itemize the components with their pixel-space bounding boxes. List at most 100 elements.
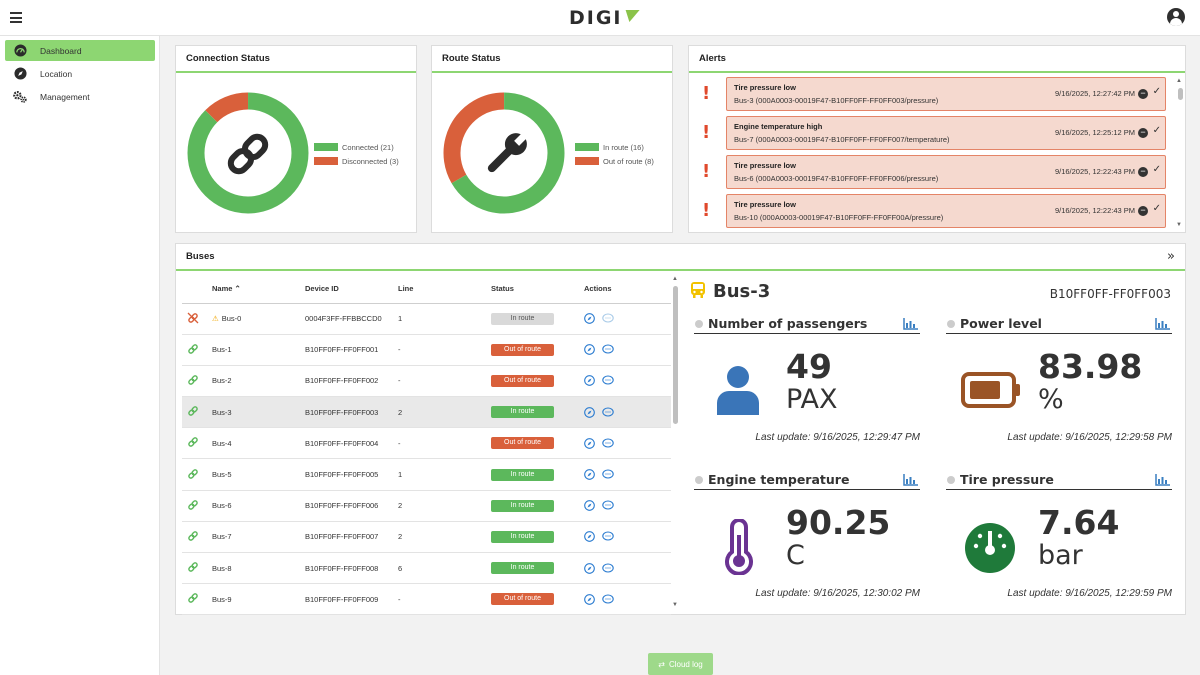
table-row[interactable]: Bus-6 B10FF0FF-FF0FF006 2 In route — [182, 490, 671, 522]
table-row[interactable]: Bus-4 B10FF0FF-FF0FF004- Out of route — [182, 427, 671, 460]
table-row[interactable]: Bus-2 B10FF0FF-FF0FF002- Out of route — [182, 365, 671, 398]
table-row[interactable]: Bus-3 B10FF0FF-FF0FF003 2 In route — [182, 396, 671, 429]
connection-slice-disconnected[interactable] — [187, 92, 309, 214]
exclamation-icon: ! — [702, 122, 711, 143]
dismiss-icon[interactable]: − — [1138, 167, 1148, 177]
status-cell: In route — [491, 490, 584, 522]
compass-action-icon[interactable] — [584, 344, 595, 356]
status-cell: In route — [491, 552, 584, 585]
actions-cell — [584, 583, 671, 616]
message-icon[interactable] — [602, 563, 614, 574]
table-row[interactable]: Bus-9 B10FF0FF-FF0FF009- Out of route — [182, 583, 671, 616]
table-row[interactable]: Bus-1 B10FF0FF-FF0FF001- Out of route — [182, 334, 671, 366]
scroll-up-icon[interactable]: ▲ — [672, 276, 678, 282]
alerts-scrollbar[interactable] — [1178, 88, 1183, 100]
scroll-up-icon[interactable]: ▲ — [1176, 78, 1182, 84]
bus-name: Bus-4 — [212, 438, 232, 448]
status-badge: In route — [491, 562, 554, 575]
message-icon[interactable] — [602, 313, 614, 324]
bar-chart-icon[interactable] — [1155, 317, 1170, 330]
collapse-panel-icon[interactable]: » — [1167, 249, 1175, 264]
route-donut-chart — [443, 92, 565, 219]
connection-cell — [182, 458, 212, 491]
compass-action-icon[interactable] — [584, 313, 595, 324]
line-cell: 1 — [398, 458, 491, 491]
sidebar-item-dashboard[interactable]: Dashboard — [5, 40, 155, 61]
hamburger-menu-icon[interactable] — [10, 12, 22, 23]
message-icon[interactable] — [602, 375, 614, 386]
column-actions: Actions — [584, 274, 671, 304]
column-name[interactable]: Name ⌃ — [212, 274, 305, 304]
card-title: Buses — [176, 244, 1185, 271]
alert-box[interactable]: Engine temperature high Bus-7 (000A0003-… — [726, 116, 1166, 150]
compass-action-icon[interactable] — [584, 375, 595, 387]
metric-value: 49 — [786, 347, 832, 386]
check-icon[interactable]: ✓ — [1152, 203, 1161, 214]
alert-time: 9/16/2025, 12:22:43 PM — [1054, 167, 1135, 176]
metric-last-update: Last update: 9/16/2025, 12:29:58 PM — [1007, 432, 1172, 443]
compass-action-icon[interactable] — [584, 406, 595, 418]
scroll-down-icon[interactable]: ▼ — [672, 602, 678, 608]
message-icon[interactable] — [602, 594, 614, 605]
bar-chart-icon[interactable] — [903, 473, 918, 486]
dismiss-icon[interactable]: − — [1138, 206, 1148, 216]
sidebar-item-location[interactable]: Location — [5, 63, 155, 84]
check-icon[interactable]: ✓ — [1152, 86, 1161, 97]
compass-action-icon[interactable] — [584, 562, 595, 574]
table-row[interactable]: Bus-8 B10FF0FF-FF0FF008 6 In route — [182, 552, 671, 585]
message-icon[interactable] — [602, 500, 614, 511]
message-icon[interactable] — [602, 531, 614, 542]
check-icon[interactable]: ✓ — [1152, 164, 1161, 175]
sidebar-item-label: Management — [40, 91, 90, 102]
exclamation-icon: ! — [702, 200, 711, 221]
sidebar-item-management[interactable]: Management — [5, 86, 155, 107]
status-cell: In route — [491, 396, 584, 429]
status-cell: Out of route — [491, 334, 584, 366]
name-cell: ⚠ Bus-0 — [212, 303, 305, 335]
compass-action-icon[interactable] — [584, 469, 595, 480]
cloud-log-button[interactable]: ⇄ Cloud log — [648, 653, 713, 675]
check-icon[interactable]: ✓ — [1152, 125, 1161, 136]
alert-box[interactable]: Tire pressure low Bus-3 (000A0003-00019F… — [726, 77, 1166, 111]
message-icon[interactable] — [602, 438, 614, 449]
exclamation-icon: ! — [702, 161, 711, 182]
dismiss-icon[interactable]: − — [1138, 128, 1148, 138]
logo-mark-icon — [621, 10, 640, 22]
selected-device-id: B10FF0FF-FF0FF003 — [1049, 287, 1171, 301]
wrench-icon — [476, 124, 536, 189]
column-status[interactable]: Status — [491, 274, 584, 304]
table-row[interactable]: Bus-5 B10FF0FF-FF0FF005 1 In route — [182, 458, 671, 491]
metric-value: 7.64 — [1038, 503, 1120, 542]
link-icon — [187, 499, 199, 513]
device-id-cell: B10FF0FF-FF0FF009 — [305, 583, 398, 616]
alert-box[interactable]: Tire pressure low Bus-6 (000A0003-00019F… — [726, 155, 1166, 189]
column-label: Status — [491, 283, 514, 293]
route-slice-out-of-route[interactable] — [443, 92, 565, 214]
bar-chart-icon[interactable] — [903, 317, 918, 330]
user-account-icon[interactable] — [1167, 8, 1185, 26]
message-icon[interactable] — [602, 469, 614, 480]
message-icon[interactable] — [602, 344, 614, 355]
alert-detail: Bus-6 (000A0003-00019F47-B10FF0FF-FF0FF0… — [734, 174, 939, 183]
bar-chart-icon[interactable] — [1155, 473, 1170, 486]
column-line[interactable]: Line — [398, 274, 491, 304]
connection-cell — [182, 521, 212, 554]
top-bar: DIGI — [0, 0, 1200, 36]
compass-action-icon[interactable] — [584, 437, 595, 449]
status-badge: In route — [491, 530, 554, 543]
dismiss-icon[interactable]: − — [1138, 89, 1148, 99]
device-id-cell: B10FF0FF-FF0FF003 — [305, 396, 398, 429]
message-icon[interactable] — [602, 407, 614, 418]
actions-cell — [584, 303, 671, 335]
compass-action-icon[interactable] — [584, 500, 595, 512]
compass-action-icon[interactable] — [584, 531, 595, 543]
column-device-id[interactable]: Device ID — [305, 274, 398, 304]
buses-scrollbar[interactable] — [673, 286, 678, 424]
name-cell: Bus-6 — [212, 490, 305, 522]
table-row[interactable]: ⚠ Bus-0 0004F3FF-FFBBCCD0 1 In route — [182, 303, 671, 335]
alert-box[interactable]: Tire pressure low Bus-10 (000A0003-00019… — [726, 194, 1166, 228]
scroll-down-icon[interactable]: ▼ — [1176, 222, 1182, 228]
compass-action-icon[interactable] — [584, 593, 595, 605]
table-row[interactable]: Bus-7 B10FF0FF-FF0FF007 2 In route — [182, 521, 671, 554]
alert-item: ! Tire pressure low Bus-3 (000A0003-0001… — [694, 77, 1167, 111]
